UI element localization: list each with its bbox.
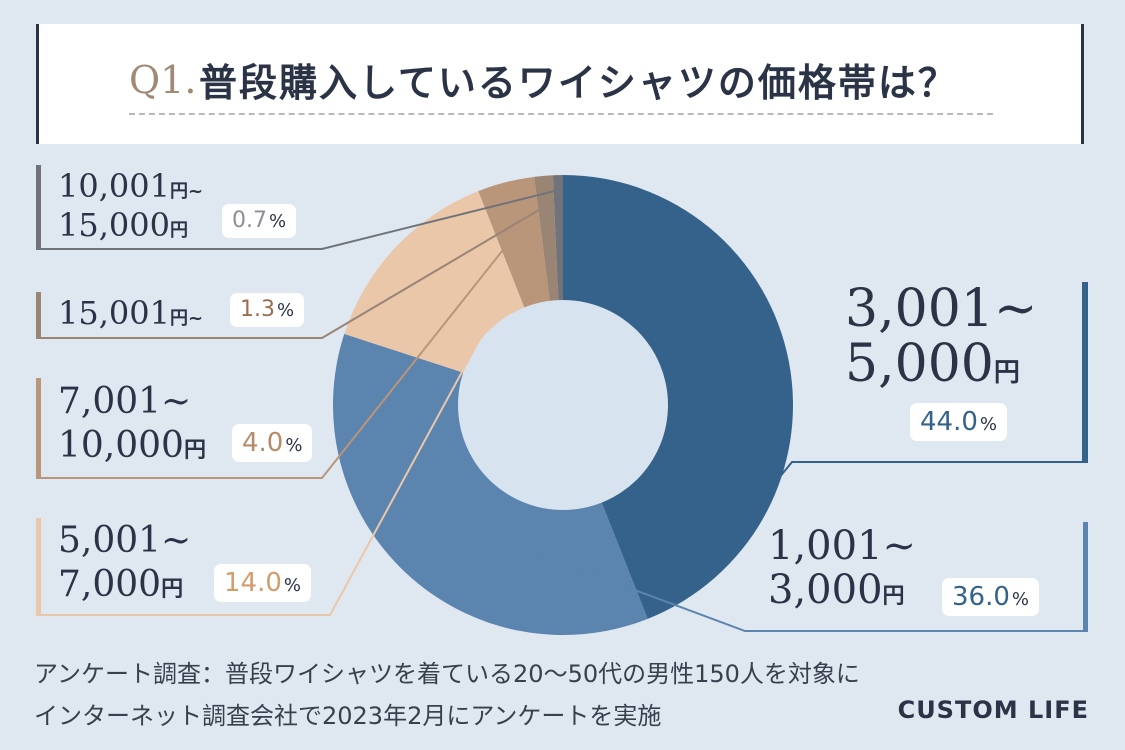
pct-badge-1001-3000: 36.0% (942, 578, 1039, 616)
leader-line-0 (772, 461, 1088, 486)
pct-7001-10000: 4.0 (242, 428, 284, 458)
pct-unit: % (277, 300, 295, 321)
leader-line-2 (36, 286, 509, 616)
pct-unit: % (1011, 589, 1029, 610)
bar-15001 (36, 292, 41, 338)
label-1001-3000: 1,001~ 3,000円 (768, 524, 916, 612)
slice-1 (332, 333, 648, 635)
label-15001-line1: 15,001 (58, 294, 170, 332)
label-3001-5000-line1: 3,001~ (845, 279, 1038, 339)
label-5001-7000-unit: 円 (161, 576, 184, 602)
leader-line-5 (36, 189, 559, 250)
bar-10001-15000 (36, 165, 41, 249)
pct-10001-15000: 0.7 (232, 208, 267, 233)
label-15001-unit: 円~ (169, 308, 204, 329)
label-5001-7000-line1: 5,001~ (58, 520, 192, 561)
pct-badge-15001: 1.3% (230, 293, 305, 327)
label-5001-7000: 5,001~ 7,000円 (58, 519, 191, 607)
label-5001-7000-line2: 7,000 (58, 563, 162, 605)
title-box: Q1. 普段購入しているワイシャツの価格帯は？ (36, 24, 1084, 144)
label-10001-15000-unit1: 円~ (169, 181, 204, 202)
title-divider (129, 113, 993, 115)
donut-hole (458, 300, 668, 510)
footer-note-line1: アンケート調査：普段ワイシャツを着ている20～50代の男性150人を対象に (34, 660, 860, 688)
label-1001-3000-unit: 円 (882, 584, 905, 609)
pct-unit: % (979, 414, 997, 435)
label-15001: 15,001円~ (58, 297, 203, 329)
label-7001-10000: 7,001~ 10,000円 (58, 380, 206, 468)
label-3001-5000-unit: 円 (993, 358, 1020, 389)
leader-line-3 (36, 230, 520, 479)
pct-badge-10001-15000: 0.7% (222, 204, 297, 238)
pct-badge-5001-7000: 14.0% (214, 564, 311, 602)
page-title: 普段購入しているワイシャツの価格帯は？ (199, 60, 958, 105)
label-10001-15000-line2: 15,000 (58, 206, 170, 245)
label-7001-10000-line1: 7,001~ (58, 381, 192, 422)
label-10001-15000: 10,001円~ 15,000円 (58, 167, 203, 245)
label-10001-15000-line1: 10,001 (58, 167, 170, 205)
question-number: Q1. (129, 58, 197, 102)
label-7001-10000-unit: 円 (183, 437, 206, 463)
pct-5001-7000: 14.0 (224, 568, 282, 598)
brand-logo: CUSTOM LIFE (897, 696, 1089, 724)
pct-3001-5000: 44.0 (920, 407, 978, 437)
bar-3001-5000 (1082, 282, 1088, 462)
pct-1001-3000: 36.0 (952, 582, 1010, 612)
footer-note-line2: インターネット調査会社で2023年2月にアンケートを実施 (34, 702, 662, 730)
label-1001-3000-line2: 3,000 (768, 567, 883, 613)
pct-unit: % (285, 435, 303, 456)
pct-unit: % (283, 575, 301, 596)
bar-5001-7000 (36, 518, 41, 614)
pct-badge-3001-5000: 44.0% (910, 403, 1007, 441)
bar-7001-10000 (36, 378, 41, 478)
leader-line-1 (532, 550, 1088, 632)
label-10001-15000-unit: 円 (169, 220, 188, 242)
label-1001-3000-line1: 1,001~ (768, 523, 917, 569)
label-3001-5000-line2: 5,000 (845, 334, 994, 395)
pct-badge-7001-10000: 4.0% (232, 424, 313, 462)
pct-unit: % (269, 211, 287, 232)
leader-line-4 (36, 204, 547, 339)
label-7001-10000-line2: 10,000 (58, 424, 184, 466)
pct-15001: 1.3 (240, 297, 275, 322)
slice-0 (563, 175, 793, 619)
label-3001-5000: 3,001~ 5,000円 (845, 279, 1038, 395)
bar-1001-3000 (1083, 522, 1088, 630)
